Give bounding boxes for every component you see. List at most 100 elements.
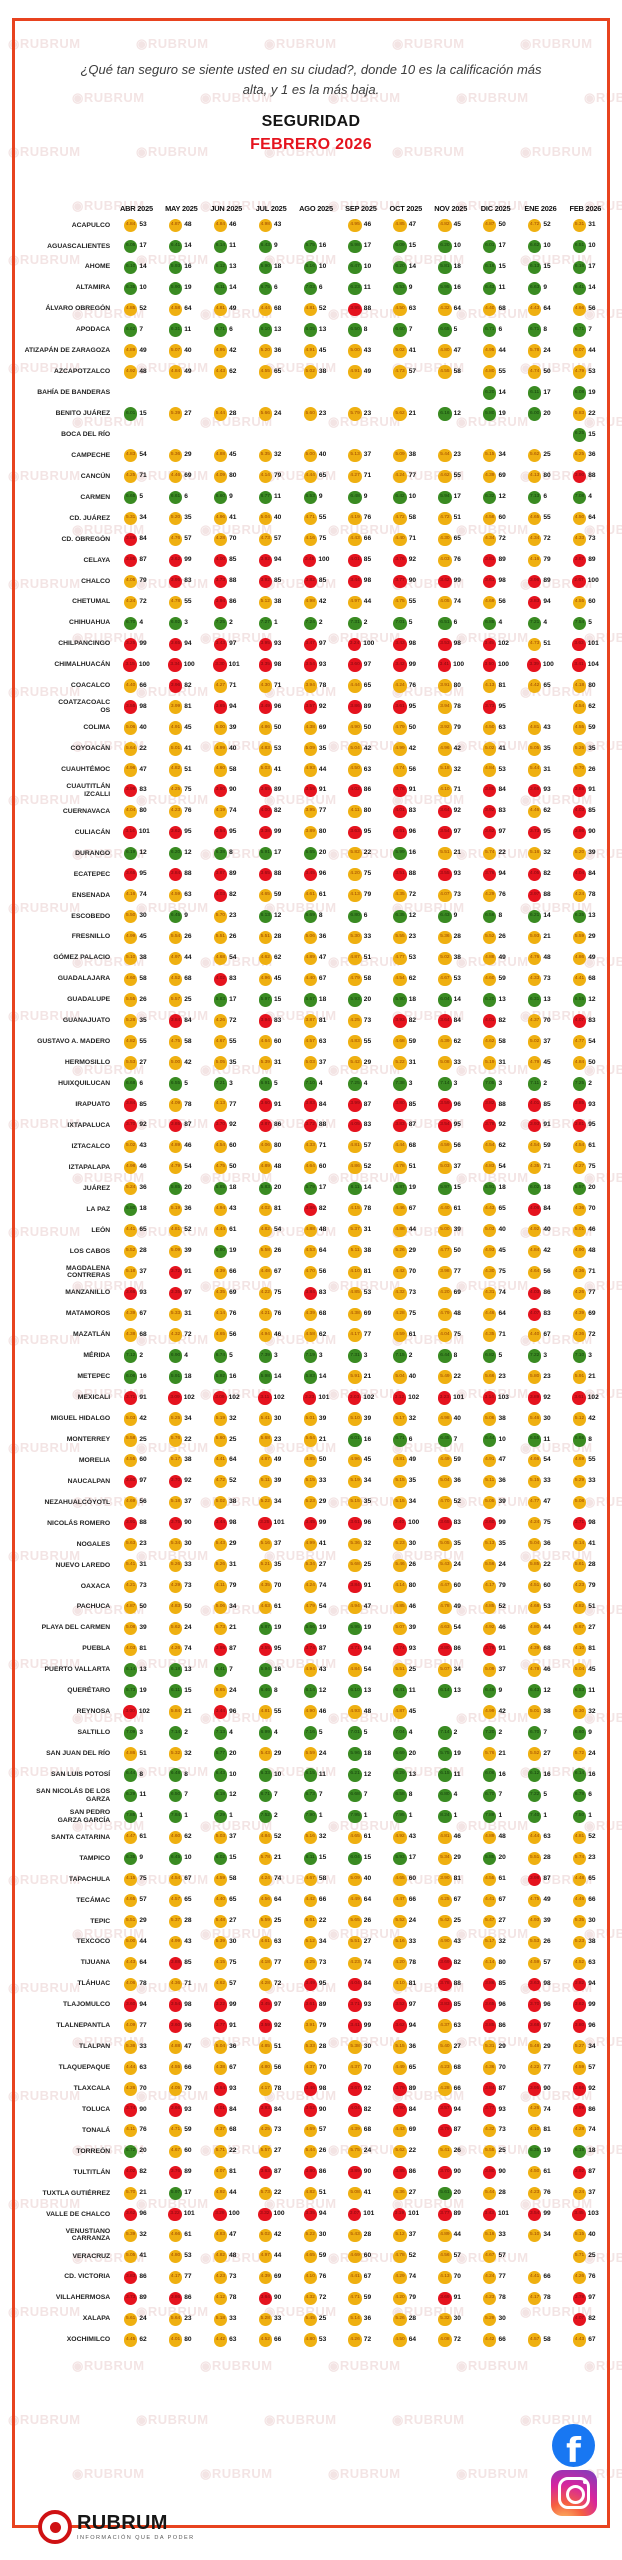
rank-number: 90 xyxy=(408,577,417,585)
table-row: IXTAPALUCA 3.70 92 3.85 87 3.70 92 3.87 86 3.72 88… xyxy=(14,1115,608,1136)
rank-number: 7 xyxy=(588,325,592,333)
rank-number: 15 xyxy=(229,1854,237,1862)
rank-number: 56 xyxy=(408,765,417,773)
score-dot-yellow: 4.55 xyxy=(258,365,273,379)
score-value: 4.16 xyxy=(305,536,315,542)
rank-number: 71 xyxy=(498,1330,506,1338)
rank-number: 92 xyxy=(543,1393,551,1401)
score-value: 5.09 xyxy=(350,1876,360,1882)
score-value: 4.72 xyxy=(395,515,405,521)
rank-number: 6 xyxy=(318,283,323,291)
score-cell: 4.69 57 xyxy=(294,2120,339,2141)
score-cell: 3.07 101 xyxy=(339,2204,384,2225)
score-dot-yellow: 4.54 xyxy=(527,1140,542,1154)
score-value: 3.64 xyxy=(215,2085,226,2091)
rank-number: 58 xyxy=(229,1875,237,1883)
score-value: 4.95 xyxy=(485,347,495,353)
score-dot-red: 3.62 xyxy=(393,2019,407,2033)
score-cell: 6.68 7 xyxy=(339,1785,384,1806)
rank-number: 55 xyxy=(408,598,417,606)
rank-number: 63 xyxy=(453,2021,461,2029)
score-cell: 4.43 62 xyxy=(204,362,249,383)
score-value: 4.53 xyxy=(305,1248,315,1253)
score-value: 7.11 xyxy=(530,1080,540,1086)
score-dot-yellow: 4.54 xyxy=(572,1140,587,1154)
score-cell: 3.85 86 xyxy=(384,2162,429,2183)
score-cell: 6.71 8 xyxy=(518,320,563,341)
score-dot-yellow: 4.17 xyxy=(168,2270,183,2285)
score-dot-green: 6.05 xyxy=(123,239,138,254)
score-value: 4.07 xyxy=(215,2169,226,2175)
score-dot-yellow: 4.72 xyxy=(438,511,452,526)
score-cell: 4.49 65 xyxy=(384,2058,429,2079)
rank-number: 99 xyxy=(318,1519,327,1527)
score-cell: 3.63 101 xyxy=(563,634,608,655)
score-cell: 7.27 1 xyxy=(249,613,294,634)
score-cell: 4.46 69 xyxy=(159,466,204,487)
rank-number: 11 xyxy=(363,283,371,291)
rank-number: 28 xyxy=(498,2189,506,2197)
score-value: 4.13 xyxy=(529,473,540,479)
rank-number: 65 xyxy=(498,1205,506,1213)
instagram-icon[interactable] xyxy=(551,2470,597,2516)
rank-number: 66 xyxy=(498,2335,506,2343)
score-value: 3.46 xyxy=(305,2085,315,2091)
rank-number: 91 xyxy=(229,2021,237,2029)
score-value: 3.94 xyxy=(215,598,226,604)
score-cell: 3.61 102 xyxy=(563,1388,608,1409)
score-dot-green: 7.25 xyxy=(213,616,228,630)
score-cell: 4.85 47 xyxy=(384,215,429,236)
score-value: 3.60 xyxy=(350,661,360,667)
score-dot-yellow: 4.50 xyxy=(348,763,362,777)
city-label: BENITO JUÁREZ xyxy=(55,410,111,417)
score-cell: 4.99 43 xyxy=(159,1932,204,1953)
score-value: 4.32 xyxy=(395,1289,405,1295)
rank-number: 16 xyxy=(543,1770,551,1778)
score-cell: 5.07 34 xyxy=(428,1660,473,1681)
score-cell: 4.17 77 xyxy=(159,2267,204,2288)
facebook-icon[interactable]: f xyxy=(552,2424,595,2467)
rank-number: 86 xyxy=(363,786,372,794)
score-cell: 5.29 33 xyxy=(563,1471,608,1492)
score-value: 6.41 xyxy=(395,1687,405,1693)
rank-number: 85 xyxy=(408,1100,417,1108)
score-cell: 5.11 39 xyxy=(249,1471,294,1492)
score-cell: 3.92 87 xyxy=(563,2162,608,2183)
score-value: 6.55 xyxy=(529,1436,540,1442)
score-dot-red: 3.89 xyxy=(527,1391,542,1405)
score-dot-yellow: 5.05 xyxy=(123,2249,138,2264)
rank-number: 16 xyxy=(229,1372,237,1380)
score-cell: 4.96 47 xyxy=(114,759,159,780)
score-value: 5.69 xyxy=(395,1750,405,1756)
score-value: 4.65 xyxy=(215,1331,226,1337)
score-value: 5.90 xyxy=(170,284,181,290)
score-cell: 4.35 71 xyxy=(518,1157,563,1178)
score-value: 4.40 xyxy=(305,975,315,981)
rank-number: 63 xyxy=(184,891,192,899)
rank-number: 18 xyxy=(498,1184,506,1192)
rank-number: 30 xyxy=(363,2042,372,2050)
rank-number: 12 xyxy=(229,1791,237,1799)
city-label: SANTA CATARINA xyxy=(51,1833,111,1841)
score-dot-yellow: 4.59 xyxy=(527,1956,542,1970)
score-dot-yellow: 4.87 xyxy=(258,1454,273,1468)
score-cell: 4.87 48 xyxy=(159,215,204,236)
score-dot-yellow: 4.14 xyxy=(483,1956,497,1970)
score-cell: 3.45 96 xyxy=(294,864,339,885)
score-cell: 4.99 41 xyxy=(294,1534,339,1555)
score-dot-yellow: 4.84 xyxy=(348,1663,362,1677)
score-dot-red: 3.09 xyxy=(213,1391,227,1405)
score-cell: 3.84 87 xyxy=(473,2078,518,2099)
score-cell: 4.41 68 xyxy=(563,969,608,990)
score-dot-yellow: 4.38 xyxy=(303,721,317,735)
score-dot-yellow: 5.36 xyxy=(123,2040,138,2054)
table-row: HUIXQUILUCAN 6.68 6 6.55 5 7.21 3 6.91 5 7.10 4 7.2… xyxy=(14,1073,608,1094)
score-cell: 4.25 75 xyxy=(159,780,204,801)
score-dot-red: 4.02 xyxy=(348,784,362,798)
score-cell: 7.31 3 xyxy=(339,1346,384,1367)
score-dot-green: 6.43 xyxy=(527,1684,542,1698)
score-cell: 6.44 10 xyxy=(473,1429,518,1450)
score-cell: 5.09 40 xyxy=(339,1869,384,1890)
rank-number: 87 xyxy=(363,1100,372,1108)
rank-number: 82 xyxy=(498,1016,506,1024)
